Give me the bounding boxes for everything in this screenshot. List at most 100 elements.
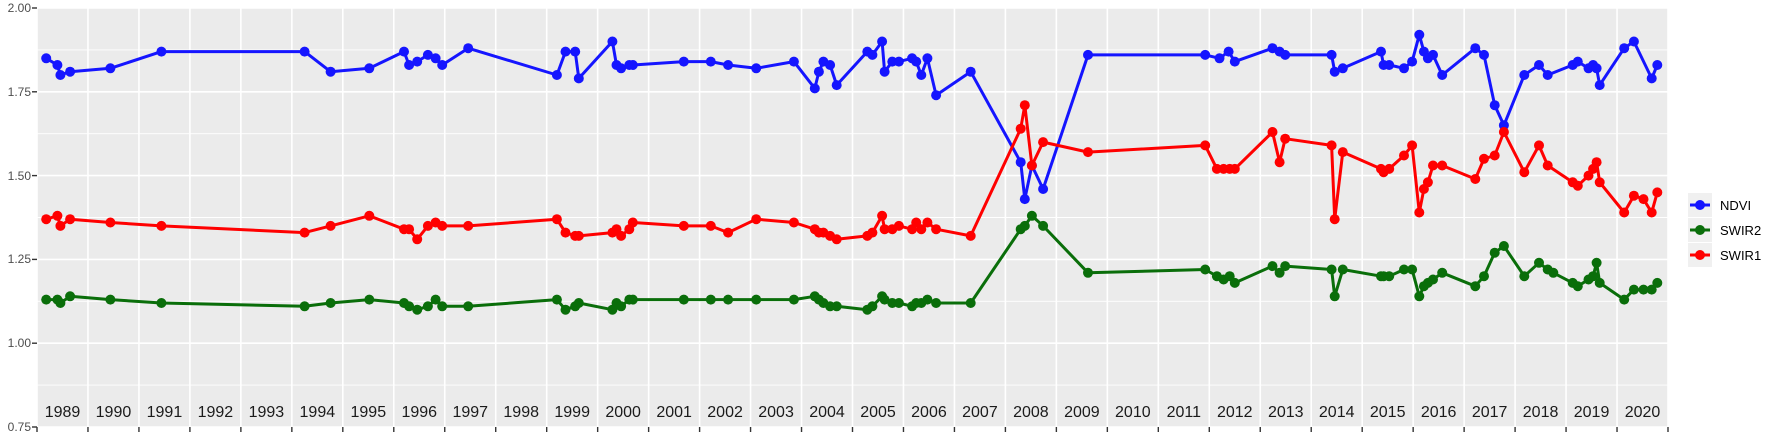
data-point <box>430 53 441 64</box>
data-point <box>705 220 716 231</box>
data-point <box>299 301 310 312</box>
data-point <box>1489 150 1500 161</box>
data-point <box>364 210 375 221</box>
data-point <box>1428 274 1438 285</box>
data-point <box>1437 70 1448 80</box>
data-point <box>570 46 581 57</box>
data-point <box>404 301 415 312</box>
data-point <box>573 230 584 241</box>
data-point <box>1038 220 1049 231</box>
data-point <box>1437 267 1448 278</box>
data-point <box>1038 184 1049 194</box>
data-point <box>1407 264 1418 275</box>
data-point <box>551 214 562 225</box>
data-point <box>437 60 448 70</box>
legend-key-icon <box>1690 250 1710 260</box>
y-tick-label: 1.00 <box>7 336 31 351</box>
data-point <box>879 224 890 235</box>
data-point <box>1619 43 1630 54</box>
data-point <box>1542 160 1553 171</box>
data-point <box>931 90 942 101</box>
data-point <box>788 217 799 228</box>
data-point <box>931 298 942 308</box>
data-point <box>560 227 571 238</box>
data-point <box>1280 133 1291 144</box>
data-point <box>437 220 448 231</box>
data-point <box>1399 150 1409 161</box>
data-point <box>877 36 888 47</box>
data-point <box>1422 177 1433 188</box>
data-point <box>1652 60 1663 70</box>
data-point <box>1280 261 1291 272</box>
data-point <box>1628 284 1639 295</box>
data-point <box>813 66 824 77</box>
data-point <box>627 217 638 228</box>
data-point <box>1534 140 1544 151</box>
data-point <box>1414 29 1425 40</box>
data-point <box>867 49 878 60</box>
data-point <box>1479 271 1489 282</box>
data-point <box>1652 277 1663 288</box>
data-point <box>1229 163 1240 174</box>
data-point <box>1646 73 1657 84</box>
legend: NDVI SWIR2 SWIR1 <box>1688 193 1761 268</box>
data-point <box>1326 140 1337 151</box>
data-point <box>573 298 584 308</box>
data-point <box>723 294 734 305</box>
data-point <box>1019 100 1030 111</box>
legend-key-icon <box>1690 200 1710 210</box>
data-point <box>893 220 904 231</box>
data-point <box>1588 271 1599 282</box>
data-point <box>965 66 976 77</box>
data-point <box>156 298 167 308</box>
data-point <box>1326 264 1337 275</box>
data-point <box>1280 49 1291 60</box>
data-point <box>1498 127 1509 137</box>
data-point <box>916 224 927 235</box>
data-point <box>412 234 423 245</box>
data-point <box>1038 137 1049 148</box>
data-point <box>831 80 842 91</box>
data-point <box>1267 127 1278 137</box>
data-point <box>1542 70 1553 80</box>
legend-row-swir2: SWIR2 <box>1688 218 1761 242</box>
data-point <box>893 298 904 308</box>
data-point <box>867 227 878 238</box>
legend-key-swatch <box>1688 218 1712 242</box>
data-point <box>1470 43 1481 54</box>
data-point <box>1274 157 1285 168</box>
data-point <box>65 214 76 225</box>
data-point <box>422 220 433 231</box>
data-point <box>1384 163 1395 174</box>
data-point <box>1214 53 1225 64</box>
data-point <box>1019 220 1030 231</box>
data-point <box>1652 187 1663 198</box>
data-point <box>879 66 890 77</box>
data-point <box>55 220 66 231</box>
series-ndvi <box>41 29 1663 205</box>
y-tick-label: 1.25 <box>7 252 31 267</box>
data-point <box>52 60 63 70</box>
data-point <box>1414 207 1425 218</box>
data-point <box>1534 60 1544 70</box>
chart-canvas <box>36 7 1669 428</box>
data-point <box>105 294 116 305</box>
data-point <box>364 294 375 305</box>
data-point <box>1428 49 1438 60</box>
data-point <box>1470 174 1481 184</box>
data-point <box>1015 157 1026 168</box>
data-point <box>560 46 571 57</box>
data-point <box>1437 160 1448 171</box>
data-point <box>1519 271 1530 282</box>
data-point <box>879 294 890 305</box>
legend-label: SWIR1 <box>1720 247 1762 263</box>
data-point <box>1384 60 1395 70</box>
data-point <box>1489 100 1500 111</box>
data-point <box>705 56 716 67</box>
data-point <box>1200 140 1211 151</box>
data-point <box>922 53 933 64</box>
data-point <box>364 63 375 74</box>
data-point <box>1646 284 1657 295</box>
data-point <box>55 70 66 80</box>
legend-label: NDVI <box>1720 197 1752 213</box>
